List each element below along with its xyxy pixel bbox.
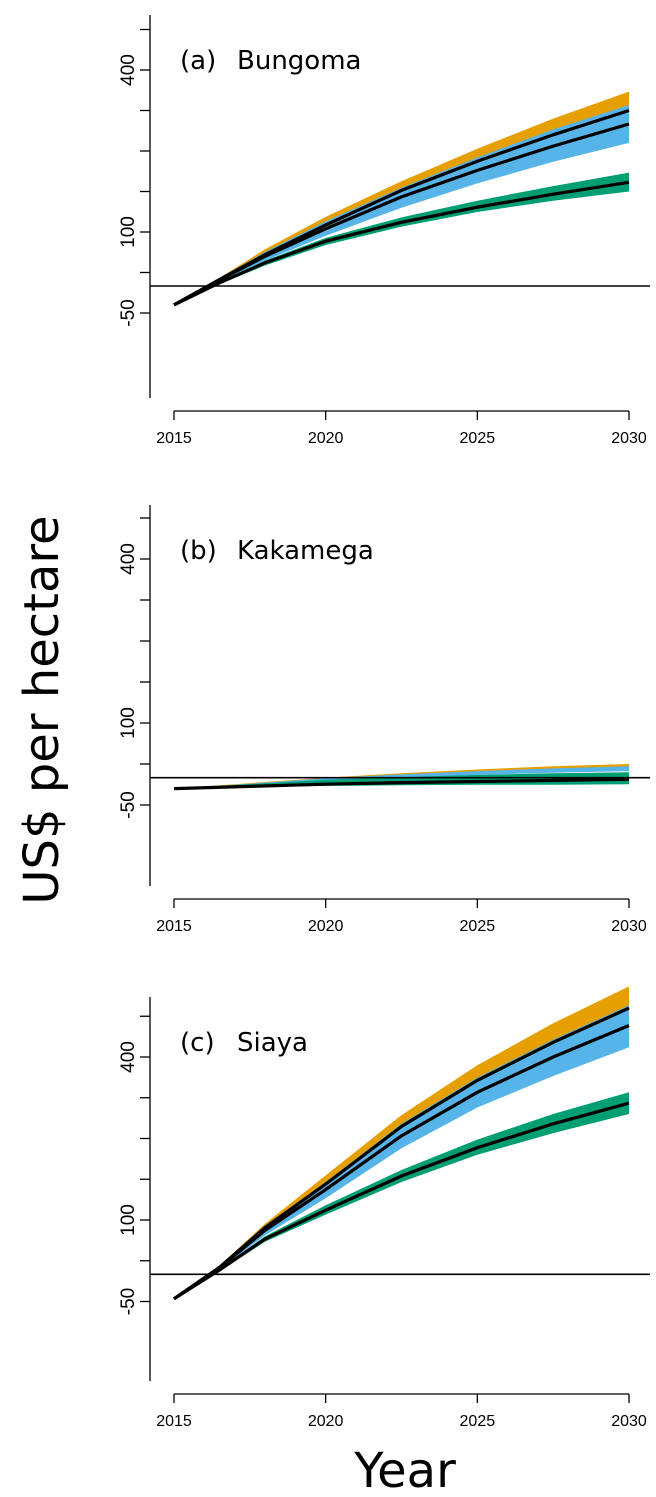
panel-2-x-tick-label: 2020 [308, 918, 344, 935]
panel-1-x-tick-label: 2015 [156, 430, 192, 447]
panel-3-y-tick-label: -50 [118, 1288, 139, 1315]
panel-2-x-tick-label: 2015 [156, 918, 192, 935]
panel-1-y-tick-label: 400 [118, 54, 139, 86]
panel-3-y-tick-label: 100 [118, 1204, 139, 1236]
panel-3-line-3 [173, 1101, 630, 1301]
y-axis-label: US$ per hectare [14, 515, 70, 904]
panel-2-y-tick-label: 400 [118, 543, 139, 575]
panel-3-x-tick-label: 2015 [156, 1413, 192, 1430]
panel-3-band-3 [174, 1092, 629, 1299]
panel-2-line-1 [173, 777, 630, 791]
panel-3-x-tick-label: 2030 [611, 1413, 647, 1430]
panel-3-label: (c) [180, 1028, 215, 1058]
panel-1-x-tick-label: 2020 [308, 430, 344, 447]
panel-2-x-tick-label: 2025 [460, 918, 496, 935]
panel-1-band-2 [174, 105, 629, 305]
panel-1-band-3 [174, 172, 629, 305]
panel-2-y-tick-label: -50 [118, 791, 139, 818]
panel-3: -50 100 400 2015 2020 2025 2030 (c) Siaya [118, 986, 650, 1430]
panel-3-band-2 [174, 1005, 629, 1299]
panel-3-title: Siaya [237, 1028, 308, 1058]
panel-3-y-tick-label: 400 [118, 1041, 139, 1073]
panel-2-label: (b) [180, 536, 217, 566]
panel-1-line-3 [173, 180, 630, 307]
panel-2-y-tick-label: 100 [118, 707, 139, 739]
panel-1-line-2 [173, 122, 630, 307]
panel-1-label: (a) [180, 46, 216, 76]
panel-3-x-tick-label: 2025 [460, 1413, 496, 1430]
panel-3-x-tick-label: 2020 [308, 1413, 344, 1430]
panel-1-y-tick-label: -50 [118, 299, 139, 326]
panel-1-title: Bungoma [237, 46, 361, 76]
panel-1-x-tick-label: 2025 [460, 430, 496, 447]
panel-3-line-2 [173, 1024, 630, 1301]
panel-2: -50 100 400 2015 2020 2025 2030 (b) Kakamega [118, 505, 650, 935]
panel-1: -50 100 400 2015 2020 2025 2030 (a) Bungoma [118, 15, 650, 447]
panel-2-x-tick-label: 2030 [611, 918, 647, 935]
panel-1-x-tick-label: 2030 [611, 430, 647, 447]
x-axis-label: Year [353, 1443, 456, 1497]
panel-2-title: Kakamega [237, 536, 374, 566]
panel-1-y-tick-label: 100 [118, 216, 139, 248]
